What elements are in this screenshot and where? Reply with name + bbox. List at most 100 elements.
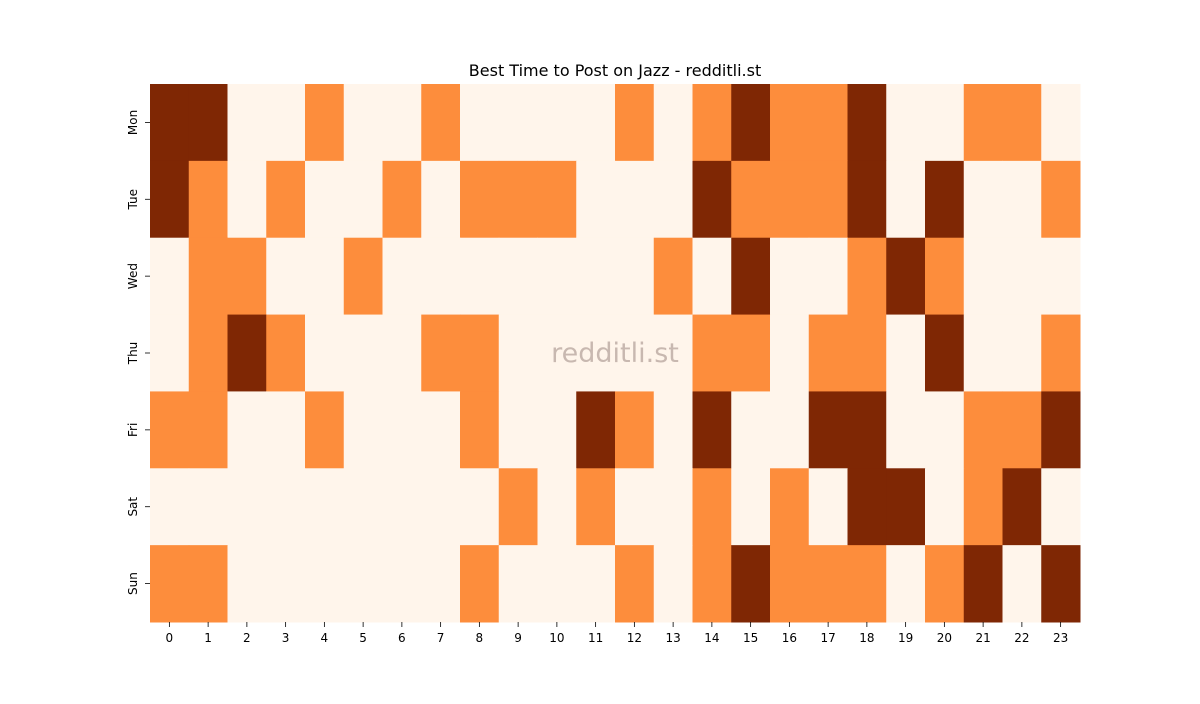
x-tick-label: 2 xyxy=(243,631,251,645)
heatmap-cell-thu-16 xyxy=(770,314,810,392)
heatmap-cell-sun-11 xyxy=(576,545,616,623)
heatmap-cell-thu-3 xyxy=(266,314,306,392)
heatmap-cell-fri-7 xyxy=(421,391,461,469)
heatmap-cell-wed-10 xyxy=(537,237,577,316)
heatmap-cell-mon-14 xyxy=(692,84,732,162)
x-tick-label: 13 xyxy=(665,631,680,645)
heatmap-cell-tue-19 xyxy=(886,160,926,239)
x-tick-label: 8 xyxy=(476,631,484,645)
heatmap-cell-sat-22 xyxy=(1002,468,1042,546)
x-tick-label: 22 xyxy=(1014,631,1029,645)
heatmap-cell-mon-7 xyxy=(421,84,461,162)
heatmap-cell-thu-8 xyxy=(460,314,500,392)
heatmap-cell-wed-1 xyxy=(188,237,228,316)
heatmap-cell-thu-22 xyxy=(1002,314,1042,392)
heatmap-cell-sat-16 xyxy=(770,468,810,546)
heatmap-cell-tue-16 xyxy=(770,160,810,239)
heatmap-cell-fri-5 xyxy=(343,391,383,469)
heatmap-cell-thu-4 xyxy=(305,314,345,392)
heatmap-cell-fri-4 xyxy=(305,391,345,469)
y-tick-label: Sat xyxy=(126,497,140,517)
heatmap-cell-fri-15 xyxy=(731,391,771,469)
heatmap-cell-tue-5 xyxy=(343,160,383,239)
x-tick-label: 1 xyxy=(204,631,212,645)
x-tick-label: 10 xyxy=(549,631,564,645)
heatmap-cell-sat-10 xyxy=(537,468,577,546)
heatmap-cell-thu-13 xyxy=(653,314,693,392)
heatmap-cell-tue-15 xyxy=(731,160,771,239)
heatmap-cell-fri-16 xyxy=(770,391,810,469)
y-tick-label: Sun xyxy=(126,572,140,595)
heatmap-cell-fri-21 xyxy=(963,391,1003,469)
heatmap-cell-wed-23 xyxy=(1041,237,1081,316)
heatmap-cell-mon-5 xyxy=(343,84,383,162)
heatmap-cell-tue-6 xyxy=(382,160,422,239)
heatmap-cell-fri-23 xyxy=(1041,391,1081,469)
heatmap-cell-thu-7 xyxy=(421,314,461,392)
heatmap-cell-tue-0 xyxy=(150,160,190,239)
heatmap-cell-thu-5 xyxy=(343,314,383,392)
y-tick-label: Thu xyxy=(126,342,140,366)
heatmap-cell-thu-1 xyxy=(188,314,228,392)
heatmap-cell-sun-13 xyxy=(653,545,693,623)
heatmap-cell-tue-7 xyxy=(421,160,461,239)
heatmap-cell-fri-17 xyxy=(808,391,848,469)
heatmap-cell-tue-12 xyxy=(615,160,655,239)
heatmap-cell-sat-20 xyxy=(925,468,965,546)
x-tick-label: 3 xyxy=(282,631,290,645)
heatmap-cell-mon-15 xyxy=(731,84,771,162)
heatmap-cell-sun-23 xyxy=(1041,545,1081,623)
heatmap-cell-tue-10 xyxy=(537,160,577,239)
heatmap-cell-thu-18 xyxy=(847,314,887,392)
heatmap-cell-sun-19 xyxy=(886,545,926,623)
heatmap-cell-thu-23 xyxy=(1041,314,1081,392)
x-tick-label: 5 xyxy=(359,631,367,645)
heatmap-cell-sun-6 xyxy=(382,545,422,623)
y-tick-label: Wed xyxy=(126,263,140,289)
heatmap-cell-wed-7 xyxy=(421,237,461,316)
heatmap-cell-wed-2 xyxy=(227,237,267,316)
heatmap-cell-sat-15 xyxy=(731,468,771,546)
heatmap-cell-fri-22 xyxy=(1002,391,1042,469)
heatmap-cell-tue-23 xyxy=(1041,160,1081,239)
heatmap-cell-sun-3 xyxy=(266,545,306,623)
x-tick-label: 19 xyxy=(898,631,913,645)
heatmap-cell-mon-23 xyxy=(1041,84,1081,162)
y-tick-label: Fri xyxy=(126,423,140,437)
heatmap-cell-mon-3 xyxy=(266,84,306,162)
heatmap-cell-thu-2 xyxy=(227,314,267,392)
heatmap-cell-mon-21 xyxy=(963,84,1003,162)
heatmap-cell-sat-11 xyxy=(576,468,616,546)
heatmap-cell-tue-2 xyxy=(227,160,267,239)
heatmap-cell-mon-10 xyxy=(537,84,577,162)
heatmap-cell-tue-22 xyxy=(1002,160,1042,239)
x-tick-label: 9 xyxy=(514,631,522,645)
heatmap-cell-tue-4 xyxy=(305,160,345,239)
heatmap-cell-mon-12 xyxy=(615,84,655,162)
heatmap-cell-tue-11 xyxy=(576,160,616,239)
heatmap-cell-mon-2 xyxy=(227,84,267,162)
x-tick-label: 14 xyxy=(704,631,719,645)
heatmap-cell-wed-12 xyxy=(615,237,655,316)
x-tick-label: 18 xyxy=(859,631,874,645)
heatmap-cell-mon-4 xyxy=(305,84,345,162)
heatmap-cell-sun-18 xyxy=(847,545,887,623)
heatmap-cell-thu-0 xyxy=(150,314,190,392)
heatmap-cell-thu-14 xyxy=(692,314,732,392)
heatmap-cell-wed-4 xyxy=(305,237,345,316)
heatmap-cell-mon-19 xyxy=(886,84,926,162)
heatmap-cell-sun-10 xyxy=(537,545,577,623)
heatmap-cell-tue-3 xyxy=(266,160,306,239)
heatmap-cell-fri-0 xyxy=(150,391,190,469)
heatmap-cell-sat-17 xyxy=(808,468,848,546)
watermark: redditli.st xyxy=(551,338,679,369)
heatmap-cell-wed-14 xyxy=(692,237,732,316)
heatmap-cell-mon-6 xyxy=(382,84,422,162)
heatmap-cell-sat-4 xyxy=(305,468,345,546)
heatmap-cell-mon-18 xyxy=(847,84,887,162)
heatmap-cell-wed-20 xyxy=(925,237,965,316)
heatmap-cell-wed-19 xyxy=(886,237,926,316)
heatmap-cell-fri-10 xyxy=(537,391,577,469)
heatmap-cell-sat-7 xyxy=(421,468,461,546)
heatmap-cell-wed-11 xyxy=(576,237,616,316)
